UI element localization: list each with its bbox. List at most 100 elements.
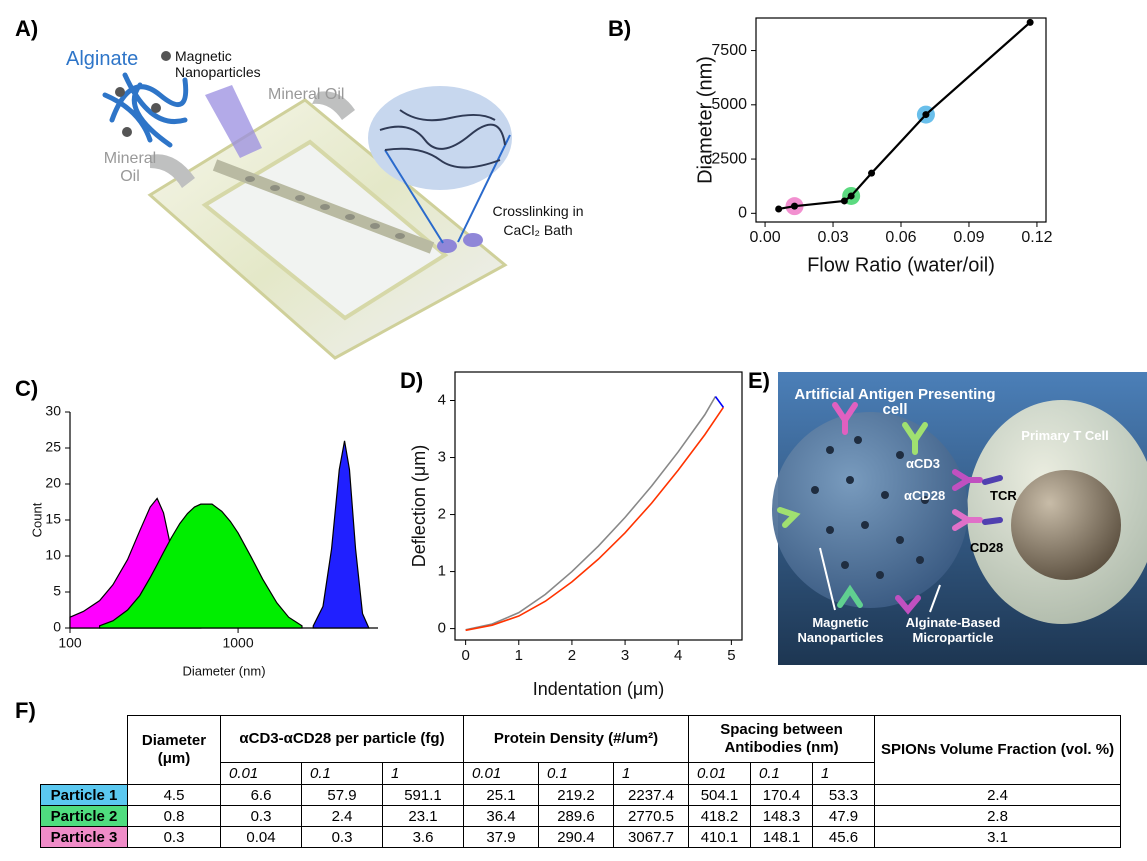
- panel-label: C): [15, 376, 39, 401]
- data-row: Particle 2 0.8 0.3 2.4 23.1 36.4 289.6 2770.5 41…: [40, 805, 1122, 827]
- subheader-cell: 0.01: [463, 762, 539, 785]
- header-cell: SPIONs Volume Fraction (vol. %): [874, 715, 1122, 785]
- panel-label: B): [608, 16, 632, 41]
- data-cell: 504.1: [688, 784, 751, 806]
- x-tick-label: 1: [515, 647, 523, 664]
- data-cell: 3.1: [874, 826, 1122, 848]
- data-cell: 289.6: [538, 805, 614, 827]
- data-row: Particle 1 4.5 6.6 57.9 591.1 25.1 219.2 2237.4…: [40, 784, 1122, 806]
- x-tick-label: 2: [568, 647, 576, 664]
- data-cell: 3067.7: [613, 826, 689, 848]
- subheader-cell: 0.1: [301, 762, 383, 785]
- acd28-label: αCD28: [904, 488, 946, 503]
- microfluidic-illustration: [102, 51, 512, 360]
- data-cell: 0.3: [127, 826, 221, 848]
- y-tick-label: 4: [438, 391, 446, 408]
- data-point: [868, 169, 876, 177]
- particle-table: Diameter (μm) αCD3-αCD28 per particle (fg…: [40, 715, 1122, 848]
- plot-frame: [755, 17, 1047, 223]
- data-cell: 47.9: [811, 805, 876, 827]
- subheader-cell: 0.01: [220, 762, 302, 785]
- acd3-label: αCD3: [906, 456, 940, 471]
- x-tick-label: 0.00: [749, 229, 780, 246]
- data-cell: 2.8: [874, 805, 1122, 827]
- data-cell: 0.3: [220, 805, 302, 827]
- data-cell: 591.1: [382, 784, 464, 806]
- subheader-cell: 0.01: [688, 762, 751, 785]
- data-line: [465, 396, 717, 631]
- data-cell: 148.3: [750, 805, 813, 827]
- data-cell: 290.4: [538, 826, 614, 848]
- x-tick-label: 3: [621, 647, 629, 664]
- x-tick-label: 1000: [222, 635, 253, 651]
- plot-frame: [454, 371, 743, 641]
- data-cell: 410.1: [688, 826, 751, 848]
- header-cell: Spacing between Antibodies (nm): [687, 715, 876, 763]
- data-line: [465, 406, 725, 632]
- y-tick-label: 20: [45, 475, 61, 491]
- subheader-cell: 0.1: [538, 762, 614, 785]
- data-cell: 170.4: [750, 784, 813, 806]
- data-point: [922, 111, 930, 119]
- data-point: [791, 202, 799, 210]
- panel-label: E): [748, 368, 770, 393]
- y-tick-label: 0: [738, 205, 747, 222]
- mineral-oil-label: Mineral Oil: [103, 150, 157, 185]
- y-tick-label: 10: [45, 547, 61, 563]
- data-cell: 6.6: [220, 784, 302, 806]
- x-tick-label: 5: [727, 647, 735, 664]
- x-axis-label: Diameter (nm): [182, 663, 265, 678]
- data-point: [847, 192, 855, 200]
- data-cell: 53.3: [811, 784, 876, 806]
- data-cell: 2.4: [301, 805, 383, 827]
- chart: 0 1 2 3 4 5 0 1 2 3 4 Indentation (μm) Deflection (μ…: [409, 371, 743, 699]
- data-cell: 45.6: [811, 826, 876, 848]
- x-tick-label: 4: [674, 647, 682, 664]
- data-cell: 2770.5: [613, 805, 689, 827]
- y-tick-label: 30: [45, 403, 61, 419]
- header-row: Diameter (μm) αCD3-αCD28 per particle (fg…: [41, 715, 1122, 785]
- x-tick-label: 0: [461, 647, 469, 664]
- y-tick-label: 0: [53, 619, 61, 635]
- data-cell: 219.2: [538, 784, 614, 806]
- mineral-oil-label: Mineral Oil: [268, 86, 345, 103]
- panel-label: D): [400, 368, 424, 393]
- y-tick-label: 7500: [711, 42, 747, 59]
- data-cell: 23.1: [382, 805, 464, 827]
- panel-label: A): [15, 16, 39, 41]
- data-cell: 0.8: [127, 805, 221, 827]
- data-cell: 37.9: [463, 826, 539, 848]
- chart: 0.00 0.03 0.06 0.09 0.12 0 2500 5000 7500 Flow Ra…: [694, 17, 1053, 276]
- y-axis-label: Diameter (nm): [694, 56, 716, 184]
- y-tick-label: 15: [45, 511, 61, 527]
- row-label: Particle 2: [40, 805, 128, 827]
- data-cell: 0.3: [301, 826, 383, 848]
- x-axis-label: Flow Ratio (water/oil): [807, 254, 995, 276]
- subheader-cell: 1: [382, 762, 464, 785]
- area: [98, 503, 303, 629]
- chart: 100 1000 0 5 10 15 20 25 30 Diameter (nm) Count: [29, 403, 378, 678]
- y-tick-label: 0: [438, 620, 446, 637]
- y-tick-label: 1: [438, 563, 446, 580]
- row-label: Particle 3: [40, 826, 128, 848]
- y-tick-label: 2500: [711, 150, 747, 167]
- subheader-cell: 0.1: [750, 762, 813, 785]
- x-tick-label: 0.03: [817, 229, 848, 246]
- x-tick-label: 0.09: [953, 229, 984, 246]
- cell-illustration: [772, 372, 1147, 665]
- data-cell: 0.04: [220, 826, 302, 848]
- y-tick-label: 5: [53, 583, 61, 599]
- x-tick-label: 0.06: [885, 229, 916, 246]
- microparticle-label: Alginate-Based Microparticle: [905, 615, 1001, 645]
- row-label: Particle 1: [40, 784, 128, 806]
- data-cell: 57.9: [301, 784, 383, 806]
- data-point: [775, 205, 783, 213]
- header-cell: Diameter (μm): [127, 715, 221, 785]
- y-axis-label: Deflection (μm): [409, 445, 429, 567]
- tcr-label: TCR: [990, 488, 1017, 503]
- header-cell: αCD3-αCD28 per particle (fg): [220, 715, 464, 763]
- subheader-cell: 1: [811, 762, 876, 785]
- y-tick-label: 2: [438, 506, 446, 523]
